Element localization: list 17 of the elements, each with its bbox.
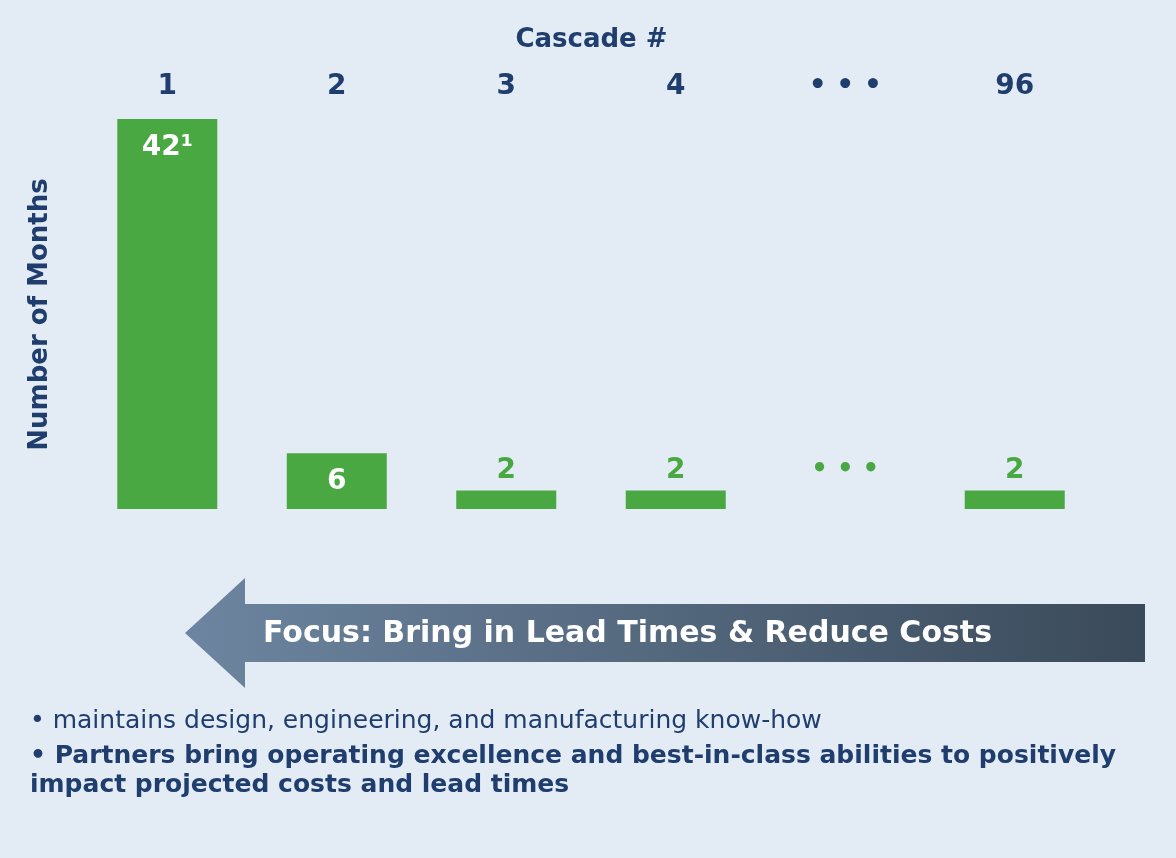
x-tick-label: 4 (666, 67, 686, 101)
data-label: 2 (1004, 452, 1025, 486)
text: Focus: Bring in Lead Times & Reduce Costs (263, 614, 993, 649)
x-tick-label: 3 (496, 67, 516, 101)
annotation: • • • (811, 453, 880, 483)
text: • maintains design, engineering, and manufacturing know-how (30, 705, 823, 734)
x-tick-label: 96 (995, 67, 1035, 101)
data-label: 6 (327, 463, 347, 497)
x-tick-label: 2 (327, 67, 347, 101)
y-axis-title: Number of Months (22, 178, 53, 451)
x-tick-label: • • • (808, 67, 882, 101)
x-tick-label: 1 (157, 67, 178, 101)
x-axis-title: Cascade # (515, 22, 668, 53)
data-label: 2 (666, 452, 686, 486)
text: • Partners bring operating excellence and best-in-class abilities to positively impact projected costs and lead times (30, 740, 1118, 798)
data-label: 2 (496, 452, 516, 486)
data-label: 42¹ (141, 129, 193, 162)
